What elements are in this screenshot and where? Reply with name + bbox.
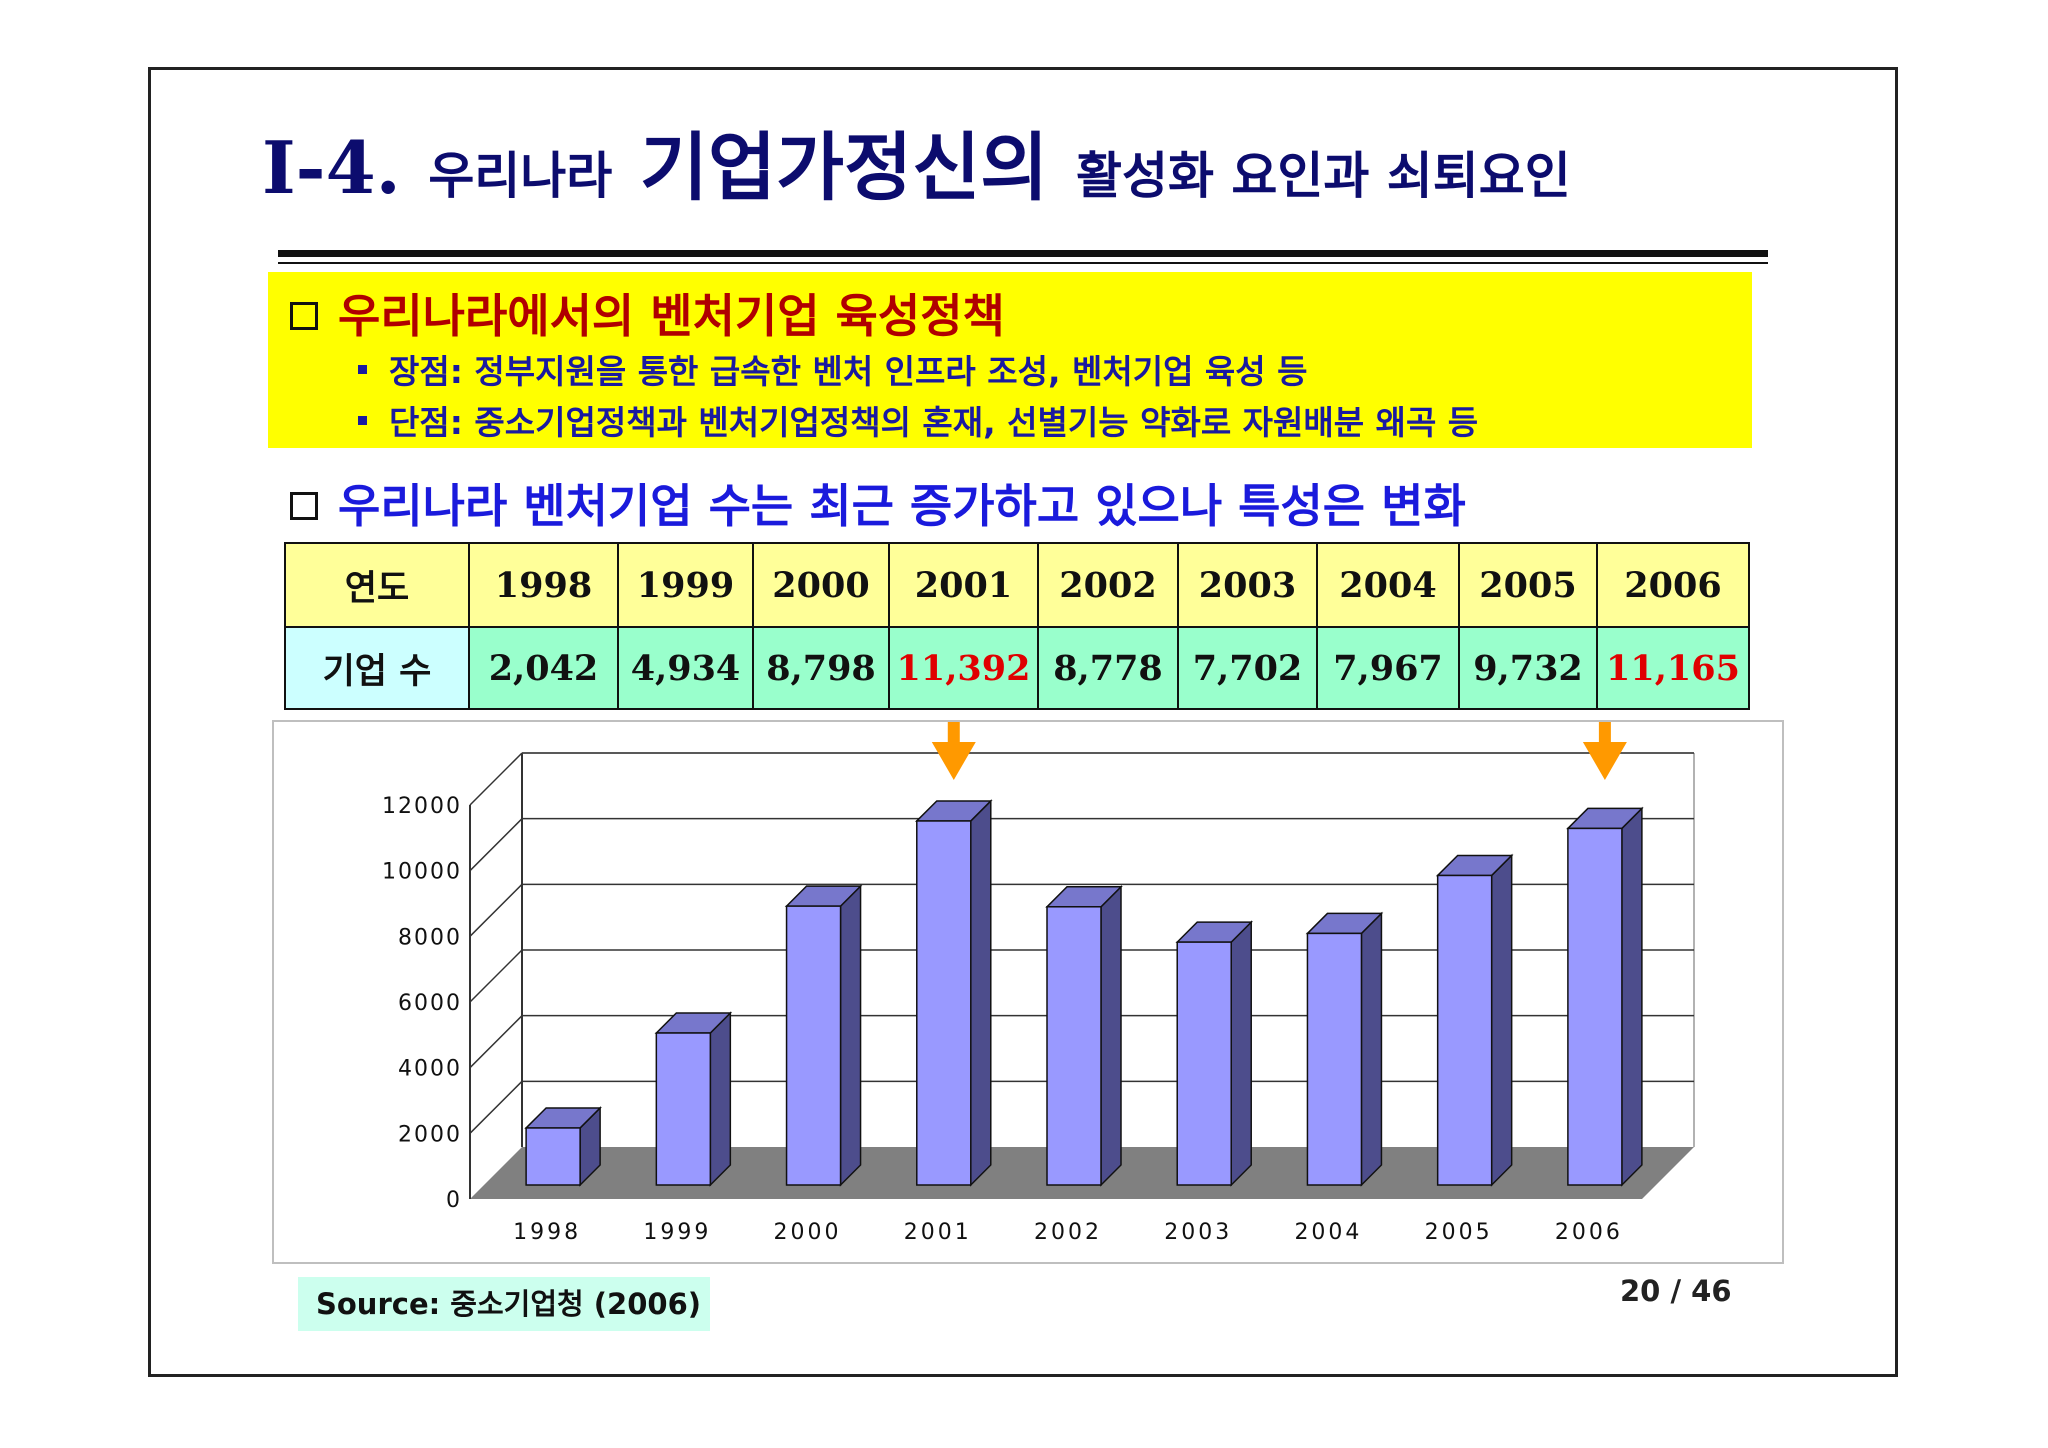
section-heading-venture-count: 우리나라 벤처기업 수는 최근 증가하고 있으나 특성은 변화	[290, 470, 1466, 536]
bar-side	[1360, 911, 1383, 1187]
x-tick-label: 1999	[643, 1220, 711, 1245]
table-cell-year: 2000	[752, 542, 890, 628]
bar	[785, 905, 842, 1186]
table-cell-count: 8,778	[1037, 626, 1179, 710]
gridline-side	[469, 883, 523, 937]
y-tick-label: 6000	[398, 991, 462, 1016]
checkbox-square-icon	[290, 491, 318, 520]
table-header-year: 연도	[284, 542, 470, 628]
bullet-disadvantage-text: 단점: 중소기업정책과 벤처기업정책의 혼재, 선별기능 약화로 자원배분 왜곡…	[389, 403, 1479, 442]
title-part-2: 기업가정신의	[639, 125, 1049, 211]
table-cell-count: 8,798	[752, 626, 890, 710]
table-cell-year: 2006	[1596, 542, 1750, 628]
arrow-stem	[947, 722, 960, 744]
x-tick-label: 2001	[904, 1220, 972, 1245]
section-heading-venture-count-text: 우리나라 벤처기업 수는 최근 증가하고 있으나 특성은 변화	[338, 479, 1466, 533]
table-cell-count: 9,732	[1458, 626, 1598, 710]
table-row-years: 연도 1998 1999 2000 2001 2002 2003 2004 20…	[284, 542, 1750, 628]
down-arrow-icon	[931, 742, 976, 780]
table-row-counts: 기업 수 2,042 4,934 8,798 11,392 8,778 7,70…	[284, 626, 1750, 710]
y-tick-label: 8000	[398, 925, 462, 950]
table-cell-year: 2003	[1177, 542, 1318, 628]
square-bullet-icon	[358, 365, 367, 374]
down-arrow-icon	[1582, 742, 1627, 780]
table-cell-year: 2002	[1037, 542, 1179, 628]
gridline-side	[469, 1015, 523, 1069]
page-number: 20 / 46	[1620, 1274, 1732, 1308]
title-part-1: 우리나라	[428, 147, 613, 205]
bar-side	[709, 1011, 732, 1187]
bar-side	[1490, 853, 1513, 1187]
gridline-side	[469, 752, 523, 806]
table-cell-count: 4,934	[617, 626, 754, 710]
venture-count-table: 연도 1998 1999 2000 2001 2002 2003 2004 20…	[284, 542, 1750, 710]
x-tick-label: 1998	[513, 1220, 581, 1245]
table-header-count: 기업 수	[284, 626, 470, 710]
x-tick-label: 2003	[1164, 1220, 1232, 1245]
x-tick-label: 2000	[774, 1220, 842, 1245]
title-number: I-4.	[262, 125, 401, 210]
arrow-stem	[1598, 722, 1611, 744]
y-tick-label: 10000	[382, 860, 462, 885]
table-cell-count-highlight: 11,392	[888, 626, 1039, 710]
gridline-side	[469, 949, 523, 1003]
slide-title: I-4. 우리나라 기업가정신의 활성화 요인과 쇠퇴요인	[262, 108, 1822, 213]
bar	[1567, 827, 1623, 1186]
bar-side	[839, 884, 862, 1187]
x-tick-label: 2006	[1555, 1220, 1623, 1245]
bar	[655, 1032, 712, 1186]
section-heading-policy: 우리나라에서의 벤처기업 육성정책	[290, 280, 1005, 346]
bullet-advantage: 장점: 정부지원을 통한 급속한 벤처 인프라 조성, 벤처기업 육성 등	[358, 345, 1308, 393]
x-tick-label: 2005	[1425, 1220, 1493, 1245]
bar-side	[1230, 920, 1252, 1187]
bar	[1436, 874, 1493, 1186]
x-tick-label: 2004	[1294, 1220, 1362, 1245]
title-rule-thick	[278, 250, 1768, 257]
table-cell-count: 7,702	[1177, 626, 1318, 710]
square-bullet-icon	[358, 416, 367, 425]
title-rule-thin	[278, 262, 1768, 264]
y-tick-label: 4000	[398, 1057, 462, 1082]
checkbox-square-icon	[290, 301, 318, 330]
bar-chart-container: 0 2000 4000 6000 8000 10000 12000 1998 1999 2000 2…	[272, 720, 1784, 1264]
bar	[525, 1127, 581, 1186]
policy-highlight-box	[268, 272, 1752, 448]
section-heading-policy-text: 우리나라에서의 벤처기업 육성정책	[338, 289, 1005, 343]
y-tick-label: 0	[446, 1188, 462, 1213]
slide-frame	[148, 67, 1898, 1377]
bar-side	[970, 799, 992, 1187]
bullet-disadvantage: 단점: 중소기업정책과 벤처기업정책의 혼재, 선별기능 약화로 자원배분 왜곡…	[358, 396, 1478, 444]
bar	[1306, 932, 1363, 1186]
table-cell-count-highlight: 11,165	[1596, 626, 1750, 710]
table-cell-year: 2004	[1316, 542, 1460, 628]
table-cell-year: 2001	[888, 542, 1039, 628]
table-cell-year: 1999	[617, 542, 754, 628]
bullet-advantage-text: 장점: 정부지원을 통한 급속한 벤처 인프라 조성, 벤처기업 육성 등	[389, 352, 1308, 391]
table-cell-year: 2005	[1458, 542, 1598, 628]
table-cell-count: 2,042	[468, 626, 619, 710]
y-tick-label: 12000	[382, 794, 462, 819]
gridline-side	[469, 1080, 523, 1134]
source-note: Source: 중소기업청 (2006)	[298, 1277, 710, 1331]
bar	[1046, 906, 1102, 1186]
table-cell-count: 7,967	[1316, 626, 1460, 710]
title-part-3: 활성화 요인과 쇠퇴요인	[1075, 147, 1571, 205]
bar-side	[1100, 884, 1122, 1187]
bar	[916, 820, 972, 1186]
venture-bar-chart: 0 2000 4000 6000 8000 10000 12000 1998 1999 2000 2…	[382, 722, 1695, 1245]
x-tick-label: 2002	[1034, 1220, 1102, 1245]
bar	[1176, 941, 1232, 1186]
y-tick-label: 2000	[398, 1122, 462, 1147]
gridline-side	[469, 818, 523, 872]
bar-side	[1621, 806, 1643, 1187]
table-cell-year: 1998	[468, 542, 619, 628]
